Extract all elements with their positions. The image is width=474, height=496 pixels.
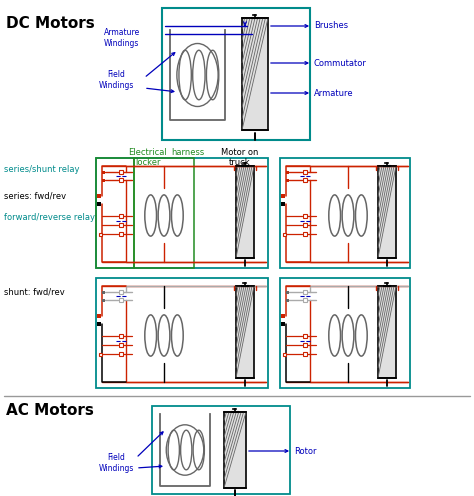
Bar bbox=[224, 412, 246, 488]
Bar bbox=[303, 178, 307, 182]
Text: Field
Windings: Field Windings bbox=[99, 453, 134, 473]
Bar bbox=[152, 406, 290, 494]
Bar bbox=[303, 170, 307, 174]
Text: Rotor: Rotor bbox=[294, 446, 317, 455]
Bar bbox=[280, 278, 410, 388]
Bar bbox=[286, 291, 290, 294]
Text: shunt: fwd/rev: shunt: fwd/rev bbox=[4, 288, 65, 297]
Bar bbox=[119, 214, 123, 218]
Bar bbox=[378, 166, 396, 258]
Bar bbox=[303, 343, 307, 347]
Bar bbox=[102, 171, 106, 174]
Bar bbox=[303, 352, 307, 356]
Bar bbox=[119, 290, 123, 294]
Bar bbox=[378, 286, 396, 378]
Bar bbox=[303, 290, 307, 294]
Bar bbox=[303, 334, 307, 338]
Bar bbox=[96, 278, 268, 388]
Bar bbox=[119, 178, 123, 182]
Bar bbox=[102, 299, 106, 302]
Text: Armature
Windings: Armature Windings bbox=[104, 28, 140, 48]
Bar bbox=[281, 202, 285, 206]
Bar bbox=[236, 166, 254, 258]
Bar bbox=[102, 291, 106, 294]
Bar bbox=[236, 286, 254, 378]
Text: series/shunt relay: series/shunt relay bbox=[4, 166, 80, 175]
Bar bbox=[286, 171, 290, 174]
Bar bbox=[100, 233, 102, 236]
Bar bbox=[97, 314, 101, 318]
Bar bbox=[303, 223, 307, 227]
Bar bbox=[281, 314, 285, 318]
Bar bbox=[100, 353, 102, 356]
Text: harness: harness bbox=[172, 148, 205, 157]
Text: Commutator: Commutator bbox=[314, 59, 367, 67]
Bar bbox=[119, 343, 123, 347]
Text: forward/reverse relay: forward/reverse relay bbox=[4, 213, 95, 223]
Text: DC Motors: DC Motors bbox=[6, 16, 95, 31]
Bar bbox=[303, 232, 307, 236]
Bar bbox=[303, 298, 307, 302]
Bar bbox=[102, 179, 106, 182]
Text: Motor on
truck: Motor on truck bbox=[221, 148, 259, 168]
Text: Electrical
locker: Electrical locker bbox=[128, 148, 167, 168]
Bar bbox=[286, 179, 290, 182]
Text: Field
Windings: Field Windings bbox=[99, 70, 134, 90]
Bar bbox=[119, 232, 123, 236]
Bar bbox=[280, 158, 410, 268]
Bar bbox=[97, 194, 101, 198]
Bar bbox=[97, 202, 101, 206]
Bar bbox=[97, 322, 101, 326]
Bar bbox=[119, 334, 123, 338]
Bar bbox=[242, 18, 268, 130]
Bar bbox=[281, 322, 285, 326]
Bar bbox=[283, 353, 286, 356]
Bar bbox=[162, 8, 310, 140]
Bar bbox=[96, 158, 134, 268]
Bar bbox=[119, 223, 123, 227]
Bar bbox=[303, 214, 307, 218]
Bar bbox=[96, 158, 268, 268]
Bar bbox=[119, 352, 123, 356]
Bar bbox=[119, 298, 123, 302]
Bar bbox=[134, 158, 194, 268]
Text: AC Motors: AC Motors bbox=[6, 403, 94, 418]
Bar bbox=[283, 233, 286, 236]
Text: Brushes: Brushes bbox=[314, 21, 348, 30]
Text: Armature: Armature bbox=[314, 88, 354, 98]
Bar bbox=[119, 170, 123, 174]
Bar bbox=[281, 194, 285, 198]
Bar bbox=[286, 299, 290, 302]
Text: series: fwd/rev: series: fwd/rev bbox=[4, 191, 66, 200]
